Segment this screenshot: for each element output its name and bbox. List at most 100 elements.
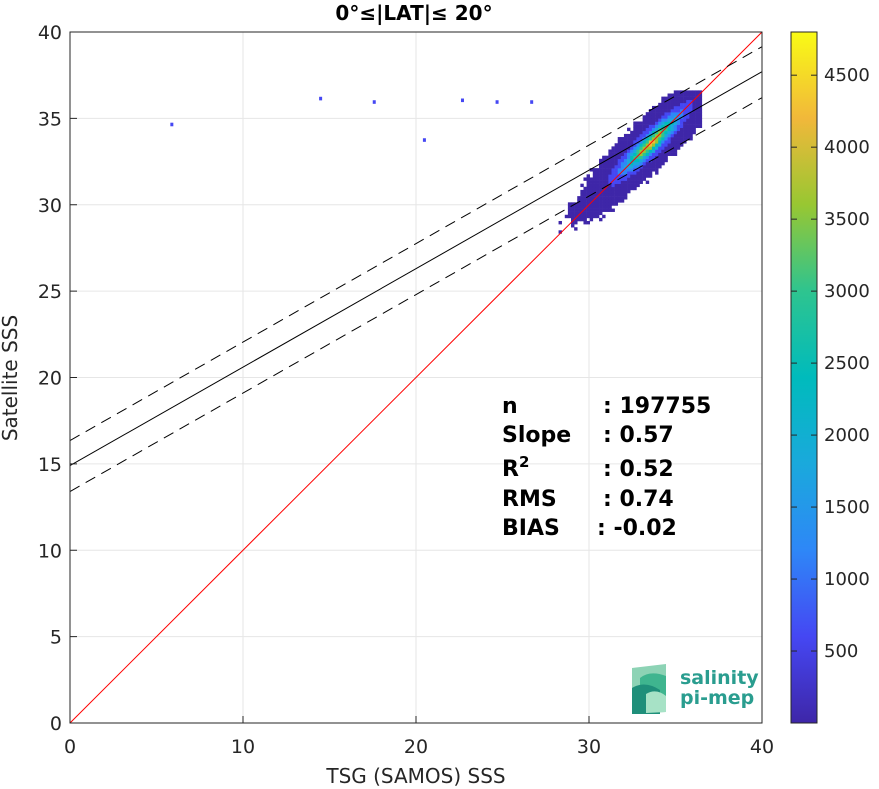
density-cell — [658, 115, 662, 119]
density-cell — [636, 180, 640, 184]
density-cell — [648, 171, 653, 175]
density-cell — [633, 155, 637, 160]
density-cell — [602, 158, 606, 163]
density-cell — [617, 158, 622, 163]
density-cell — [627, 165, 631, 169]
density-cell — [611, 158, 615, 163]
density-cell — [689, 118, 693, 122]
density-cell — [595, 174, 600, 178]
density-cell — [683, 93, 687, 97]
colorbar: 500 1000 1500 2000 2500 3000 3500 4000 4500 — [790, 31, 870, 724]
y-tick-label: 30 — [38, 195, 62, 217]
y-tick-label: 15 — [38, 454, 62, 476]
density-cell — [599, 217, 603, 222]
line-fit-1- — [70, 46, 762, 441]
density-cell — [614, 171, 619, 175]
density-cell — [623, 180, 628, 184]
density-cell — [692, 102, 696, 107]
density-cell — [592, 205, 597, 209]
density-cell — [695, 99, 699, 104]
density-cell — [589, 177, 594, 181]
stat-value: : -0.02 — [597, 516, 677, 541]
density-cell — [567, 214, 572, 219]
density-cell — [595, 193, 600, 197]
density-cell — [664, 155, 668, 160]
density-cell — [630, 158, 634, 163]
density-cell — [627, 183, 631, 188]
density-cell — [608, 193, 612, 197]
density-cell — [630, 180, 634, 184]
salinity-pi-mep-logo: salinity pi-mep — [632, 664, 759, 714]
density-cell — [673, 115, 678, 119]
stat-value: : 0.57 — [603, 423, 674, 448]
density-cell — [577, 205, 581, 209]
density-cell — [664, 137, 668, 141]
density-cell — [595, 168, 600, 172]
density-cell — [655, 161, 659, 166]
density-cell — [611, 165, 615, 169]
density-cell — [599, 174, 603, 178]
density-cell — [648, 130, 653, 135]
density-cell — [595, 171, 600, 175]
density-cell — [595, 189, 600, 194]
density-cell — [679, 109, 684, 113]
stat-label: n — [502, 394, 518, 419]
density-cell — [608, 149, 612, 153]
density-cell — [683, 99, 687, 104]
density-cell — [611, 177, 615, 181]
density-cell — [655, 168, 659, 172]
density-cell — [611, 199, 615, 203]
density-cell — [651, 130, 656, 135]
density-cell — [620, 140, 625, 144]
density-cell — [661, 105, 665, 110]
density-cell — [617, 165, 622, 169]
density-cell — [686, 137, 690, 141]
density-cell — [648, 161, 653, 166]
density-cell — [599, 202, 603, 206]
density-cell — [661, 143, 665, 147]
stat-value: : 0.74 — [603, 487, 674, 512]
density-cell — [686, 124, 690, 129]
density-cell — [617, 149, 622, 153]
density-cell — [642, 149, 647, 153]
density-cell — [686, 96, 690, 101]
density-cell — [602, 161, 606, 166]
density-cell — [683, 124, 687, 129]
density-cell — [583, 220, 587, 225]
density-cell — [583, 202, 587, 206]
density-cell — [620, 152, 625, 156]
density-cell — [602, 155, 606, 160]
density-cell — [648, 143, 653, 147]
density-cell — [583, 193, 587, 197]
density-cell — [673, 105, 678, 110]
density-cell — [645, 146, 650, 150]
density-cell — [608, 174, 612, 178]
density-cell — [639, 124, 643, 129]
density-cell — [683, 130, 687, 135]
density-cell — [595, 208, 600, 212]
density-cell — [633, 183, 637, 188]
density-cell — [611, 161, 615, 166]
density-cell — [670, 96, 675, 101]
density-cell — [645, 124, 650, 129]
density-cell — [571, 211, 575, 216]
density-cell — [648, 168, 653, 172]
density-cell — [605, 168, 609, 172]
density-cell — [608, 180, 612, 184]
density-cell — [645, 152, 650, 156]
density-cell — [698, 90, 703, 94]
density-cell — [605, 186, 609, 191]
density-cell — [648, 140, 653, 144]
colorbar-ticks: 500 1000 1500 2000 2500 3000 3500 4000 4500 — [791, 65, 870, 662]
density-cell — [574, 220, 578, 225]
density-cell — [651, 127, 656, 132]
density-cell — [636, 155, 640, 160]
density-cell — [689, 130, 693, 135]
density-cell — [651, 124, 656, 129]
density-cell — [673, 133, 678, 138]
density-cell — [651, 158, 656, 163]
density-cell — [614, 183, 619, 188]
density-cell — [617, 186, 622, 191]
density-cell — [642, 118, 647, 122]
